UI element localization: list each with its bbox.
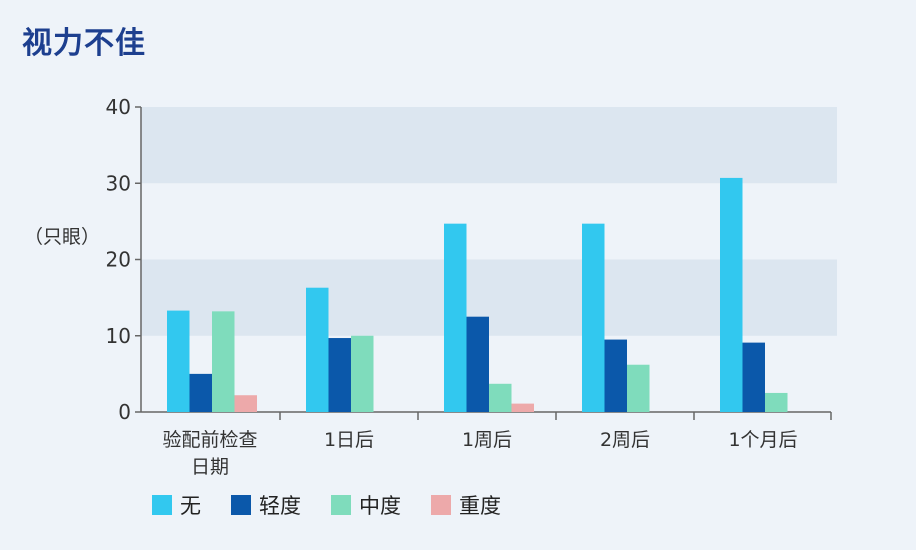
legend-item: 重度: [431, 490, 501, 520]
bar: [212, 311, 235, 412]
x-category-label: 日期: [191, 456, 229, 478]
legend: 无 轻度 中度 重度: [152, 490, 501, 520]
bar: [466, 316, 489, 412]
bar: [189, 373, 212, 412]
bar: [742, 342, 765, 412]
bar: [720, 177, 743, 412]
bar: [511, 403, 534, 412]
x-category-label: 1个月后: [728, 429, 797, 451]
x-category-label: 1周后: [462, 429, 512, 451]
bar: [351, 335, 374, 412]
legend-item: 无: [152, 490, 201, 520]
bar: [627, 364, 650, 412]
x-category-label: 1日后: [324, 429, 374, 451]
y-tick-label: 40: [106, 95, 131, 119]
bar: [765, 392, 788, 412]
y-axis-unit-label: （只眼）: [24, 226, 100, 248]
y-tick-label: 10: [106, 324, 131, 348]
legend-item: 中度: [331, 490, 401, 520]
x-category-label: 验配前检查: [162, 429, 257, 451]
y-tick-label: 20: [106, 248, 131, 272]
legend-label: 无: [180, 494, 201, 518]
bar: [306, 287, 329, 412]
legend-label: 中度: [359, 494, 401, 518]
legend-swatch: [331, 495, 351, 515]
bar: [167, 310, 190, 412]
legend-swatch: [231, 495, 251, 515]
bar: [328, 338, 351, 412]
legend-label: 轻度: [259, 494, 301, 518]
x-category-label: 2周后: [600, 429, 650, 451]
legend-swatch: [431, 495, 451, 515]
chart-title: 视力不佳: [22, 26, 146, 61]
legend-item: 轻度: [231, 490, 301, 520]
bars: [167, 177, 788, 412]
grid-band: [141, 107, 837, 184]
y-tick-label: 30: [106, 171, 131, 195]
bar: [444, 223, 467, 412]
y-tick-label: 0: [118, 400, 131, 424]
bar: [582, 223, 605, 412]
legend-swatch: [152, 495, 172, 515]
legend-label: 重度: [459, 494, 501, 518]
bar: [489, 383, 512, 412]
bar: [604, 339, 627, 412]
bar: [234, 395, 257, 412]
